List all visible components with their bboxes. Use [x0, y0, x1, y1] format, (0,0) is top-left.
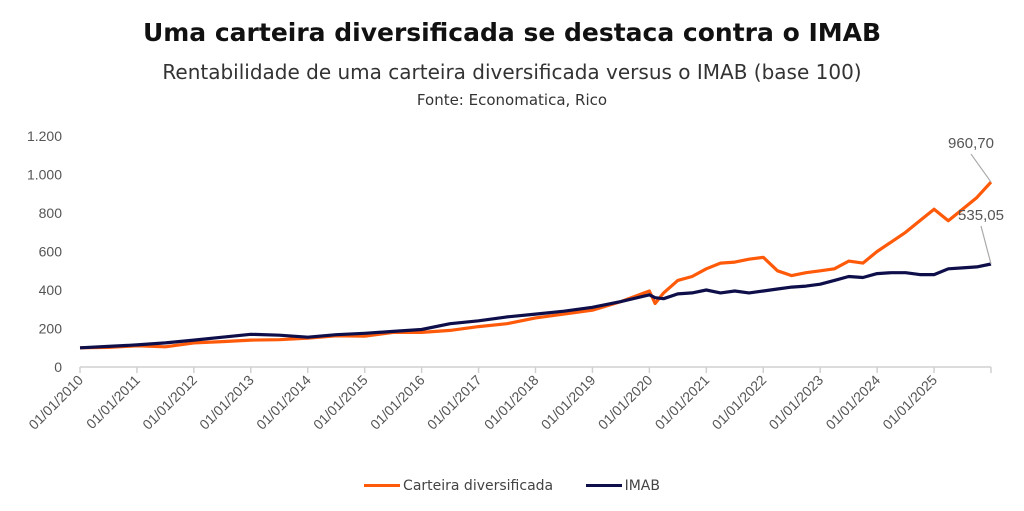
legend: Carteira diversificada IMAB: [0, 475, 1024, 494]
y-tick-label: 1.200: [27, 128, 62, 144]
x-tick-label: 01/01/2012: [139, 372, 200, 433]
y-tick-label: 1.000: [27, 167, 62, 183]
x-tick-label: 01/01/2011: [83, 372, 143, 432]
y-tick-label: 0: [54, 359, 62, 375]
data-label-leader: [970, 153, 992, 183]
data-label: 535,05: [958, 207, 1004, 224]
chart-title: Uma carteira diversificada se destaca co…: [142, 18, 882, 47]
x-tick-label: 01/01/2010: [25, 372, 86, 433]
x-tick-label: 01/01/2017: [424, 372, 485, 433]
y-tick-label: 400: [39, 282, 63, 298]
series-line-carteira: [79, 181, 993, 350]
chart-source: Fonte: Economatica, Rico: [416, 91, 608, 109]
x-tick-label: 01/01/2021: [652, 372, 713, 433]
data-label: 960,70: [948, 135, 994, 152]
x-tick-label: 01/01/2019: [538, 372, 599, 433]
x-tick-label: 01/01/2013: [196, 372, 257, 433]
legend-swatch-imab: [585, 484, 622, 487]
legend-label-carteira: Carteira diversificada: [403, 477, 554, 494]
x-tick-label: 01/01/2023: [765, 372, 826, 433]
x-tick-label: 01/01/2016: [367, 372, 428, 433]
series-line-imab: [79, 262, 992, 350]
x-tick-label: 01/01/2022: [709, 372, 770, 433]
legend-item-imab: IMAB: [585, 477, 660, 494]
legend-item-carteira: Carteira diversificada: [364, 478, 553, 494]
legend-swatch-carteira: [364, 484, 401, 487]
y-tick-label: 800: [39, 205, 63, 221]
x-tick-label: 01/01/2018: [481, 372, 542, 433]
x-tick-label: 01/01/2015: [310, 372, 371, 433]
y-tick-label: 200: [39, 321, 63, 337]
x-tick-label: 01/01/2020: [595, 372, 656, 433]
x-tick-label: 01/01/2014: [253, 372, 314, 433]
x-tick-label: 01/01/2025: [879, 372, 940, 433]
chart-subtitle: Rentabilidade de uma carteira diversific…: [162, 60, 862, 84]
x-tick-label: 01/01/2024: [822, 372, 883, 433]
y-tick-label: 600: [39, 244, 63, 260]
data-label-leader: [980, 225, 992, 265]
legend-label-imab: IMAB: [624, 477, 660, 494]
